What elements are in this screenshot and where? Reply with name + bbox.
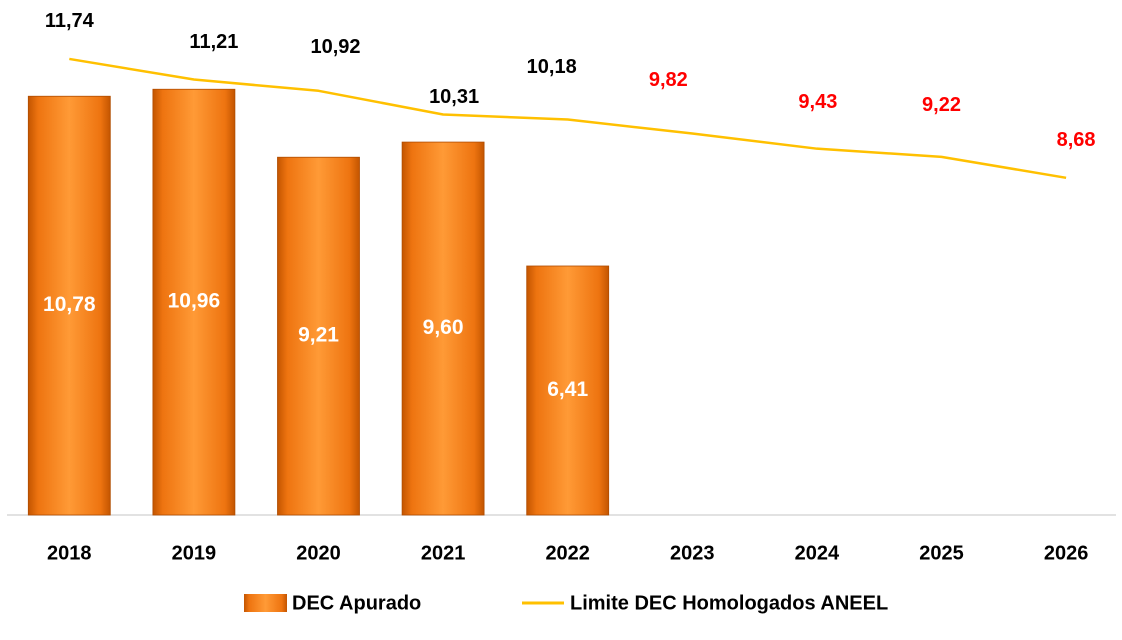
x-tick-label: 2026 — [1044, 542, 1089, 564]
line-value-label: 10,31 — [429, 86, 479, 108]
bar — [27, 95, 111, 516]
x-tick-label: 2019 — [172, 542, 217, 564]
bar-value-label: 10,96 — [168, 290, 221, 313]
x-tick-label: 2020 — [296, 542, 341, 564]
line-value-label: 10,92 — [310, 36, 360, 58]
legend-label: DEC Apurado — [292, 592, 421, 614]
bar — [401, 141, 485, 516]
x-tick-label: 2022 — [545, 542, 590, 564]
legend-swatch — [244, 594, 287, 612]
x-tick-label: 2025 — [919, 542, 964, 564]
x-tick-label: 2021 — [421, 542, 466, 564]
x-tick-label: 2023 — [670, 542, 715, 564]
line — [69, 57, 1067, 180]
x-tick-label: 2024 — [795, 542, 840, 564]
line-value-label: 11,74 — [45, 10, 95, 32]
bar-value-label: 9,21 — [298, 324, 339, 347]
line-value-label: 10,18 — [527, 56, 577, 78]
line-value-label: 9,82 — [649, 69, 688, 91]
bar — [152, 88, 236, 516]
x-tick-label: 2018 — [47, 542, 92, 564]
line-value-label: 9,22 — [922, 94, 961, 116]
line-value-label: 11,21 — [189, 31, 238, 53]
bar — [526, 265, 610, 516]
bar-value-label: 10,78 — [43, 293, 96, 316]
bar-value-label: 6,41 — [547, 378, 588, 401]
legend-label: Limite DEC Homologados ANEEL — [570, 592, 888, 614]
bar-value-label: 9,60 — [423, 316, 464, 339]
line-value-label: 8,68 — [1057, 129, 1096, 151]
line-value-label: 9,43 — [798, 91, 837, 113]
bar — [277, 156, 360, 516]
